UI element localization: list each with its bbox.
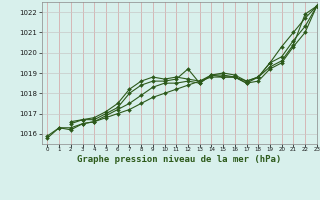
X-axis label: Graphe pression niveau de la mer (hPa): Graphe pression niveau de la mer (hPa) bbox=[77, 155, 281, 164]
